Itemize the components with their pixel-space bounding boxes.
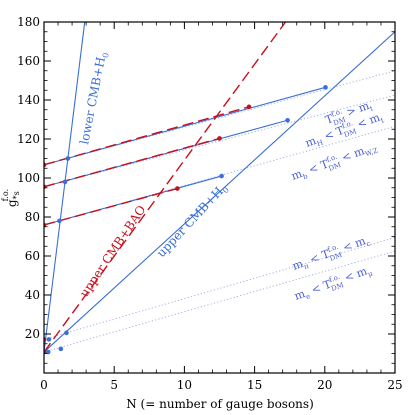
blue-lines-group <box>44 22 395 353</box>
x-axis-title: N (= number of gauge bosons) <box>126 397 314 411</box>
label-region-3: mb < Tf.o.DM < mW,Z <box>289 139 379 186</box>
y-axis-title-main: g <box>5 199 19 207</box>
x-tick-label: 15 <box>247 378 262 392</box>
y-tick-label: 180 <box>17 15 40 29</box>
series-line-dotted-13 <box>44 70 395 166</box>
data-point <box>285 117 290 123</box>
series-line-blue-solid-0 <box>44 31 395 353</box>
data-point <box>217 136 222 141</box>
y-tick-label: 40 <box>25 288 40 302</box>
y-tick-label: 140 <box>17 93 40 107</box>
x-tick-label: 0 <box>40 378 48 392</box>
dotted-lines-group <box>44 70 395 353</box>
series-line-red-dashed-6 <box>44 106 250 166</box>
data-point <box>323 85 328 90</box>
x-tick-label: 20 <box>317 378 332 392</box>
data-point <box>175 186 180 191</box>
data-point <box>64 330 69 336</box>
data-point <box>58 346 64 352</box>
x-tick-label: 25 <box>387 378 402 392</box>
data-point <box>57 218 62 224</box>
y-tick-label: 60 <box>25 249 40 263</box>
label-upper-cmb-h0: upper CMB+H0 <box>154 181 231 262</box>
red-lines-group <box>44 22 287 353</box>
series-line-blue-solid-3 <box>44 175 222 226</box>
series-line-dotted-12 <box>44 94 395 188</box>
series-line-blue-solid-4 <box>44 22 86 353</box>
series-line-red-dashed-8 <box>44 187 178 226</box>
label-upper-cmb-bao: upper CMB+BAO <box>77 203 149 300</box>
data-point <box>219 173 224 179</box>
data-point <box>46 337 52 342</box>
data-point <box>65 156 71 161</box>
data-point <box>62 179 68 185</box>
series-line-red-dashed-5 <box>44 22 287 353</box>
y-tick-label: 160 <box>17 54 40 68</box>
ticks-group: 0 5 10 15 20 25 20 40 60 80 100 120 140 160 180 <box>17 15 403 392</box>
y-axis-title: g*sf.o. <box>1 189 21 207</box>
x-tick-label: 5 <box>110 378 118 392</box>
label-lower-cmb: lower CMB+H0 <box>77 51 111 146</box>
series-line-red-dashed-7 <box>44 137 220 188</box>
y-tick-label: 120 <box>17 132 40 146</box>
x-tick-label: 10 <box>177 378 192 392</box>
y-axis-title-sup: f.o. <box>1 189 10 201</box>
y-tick-label: 80 <box>25 210 40 224</box>
svg-text:g*sf.o.: g*sf.o. <box>1 189 21 207</box>
y-tick-label: 100 <box>17 171 40 185</box>
data-point <box>246 104 252 110</box>
y-axis-title-sub: *s <box>12 191 21 199</box>
y-tick-label: 20 <box>25 327 40 341</box>
